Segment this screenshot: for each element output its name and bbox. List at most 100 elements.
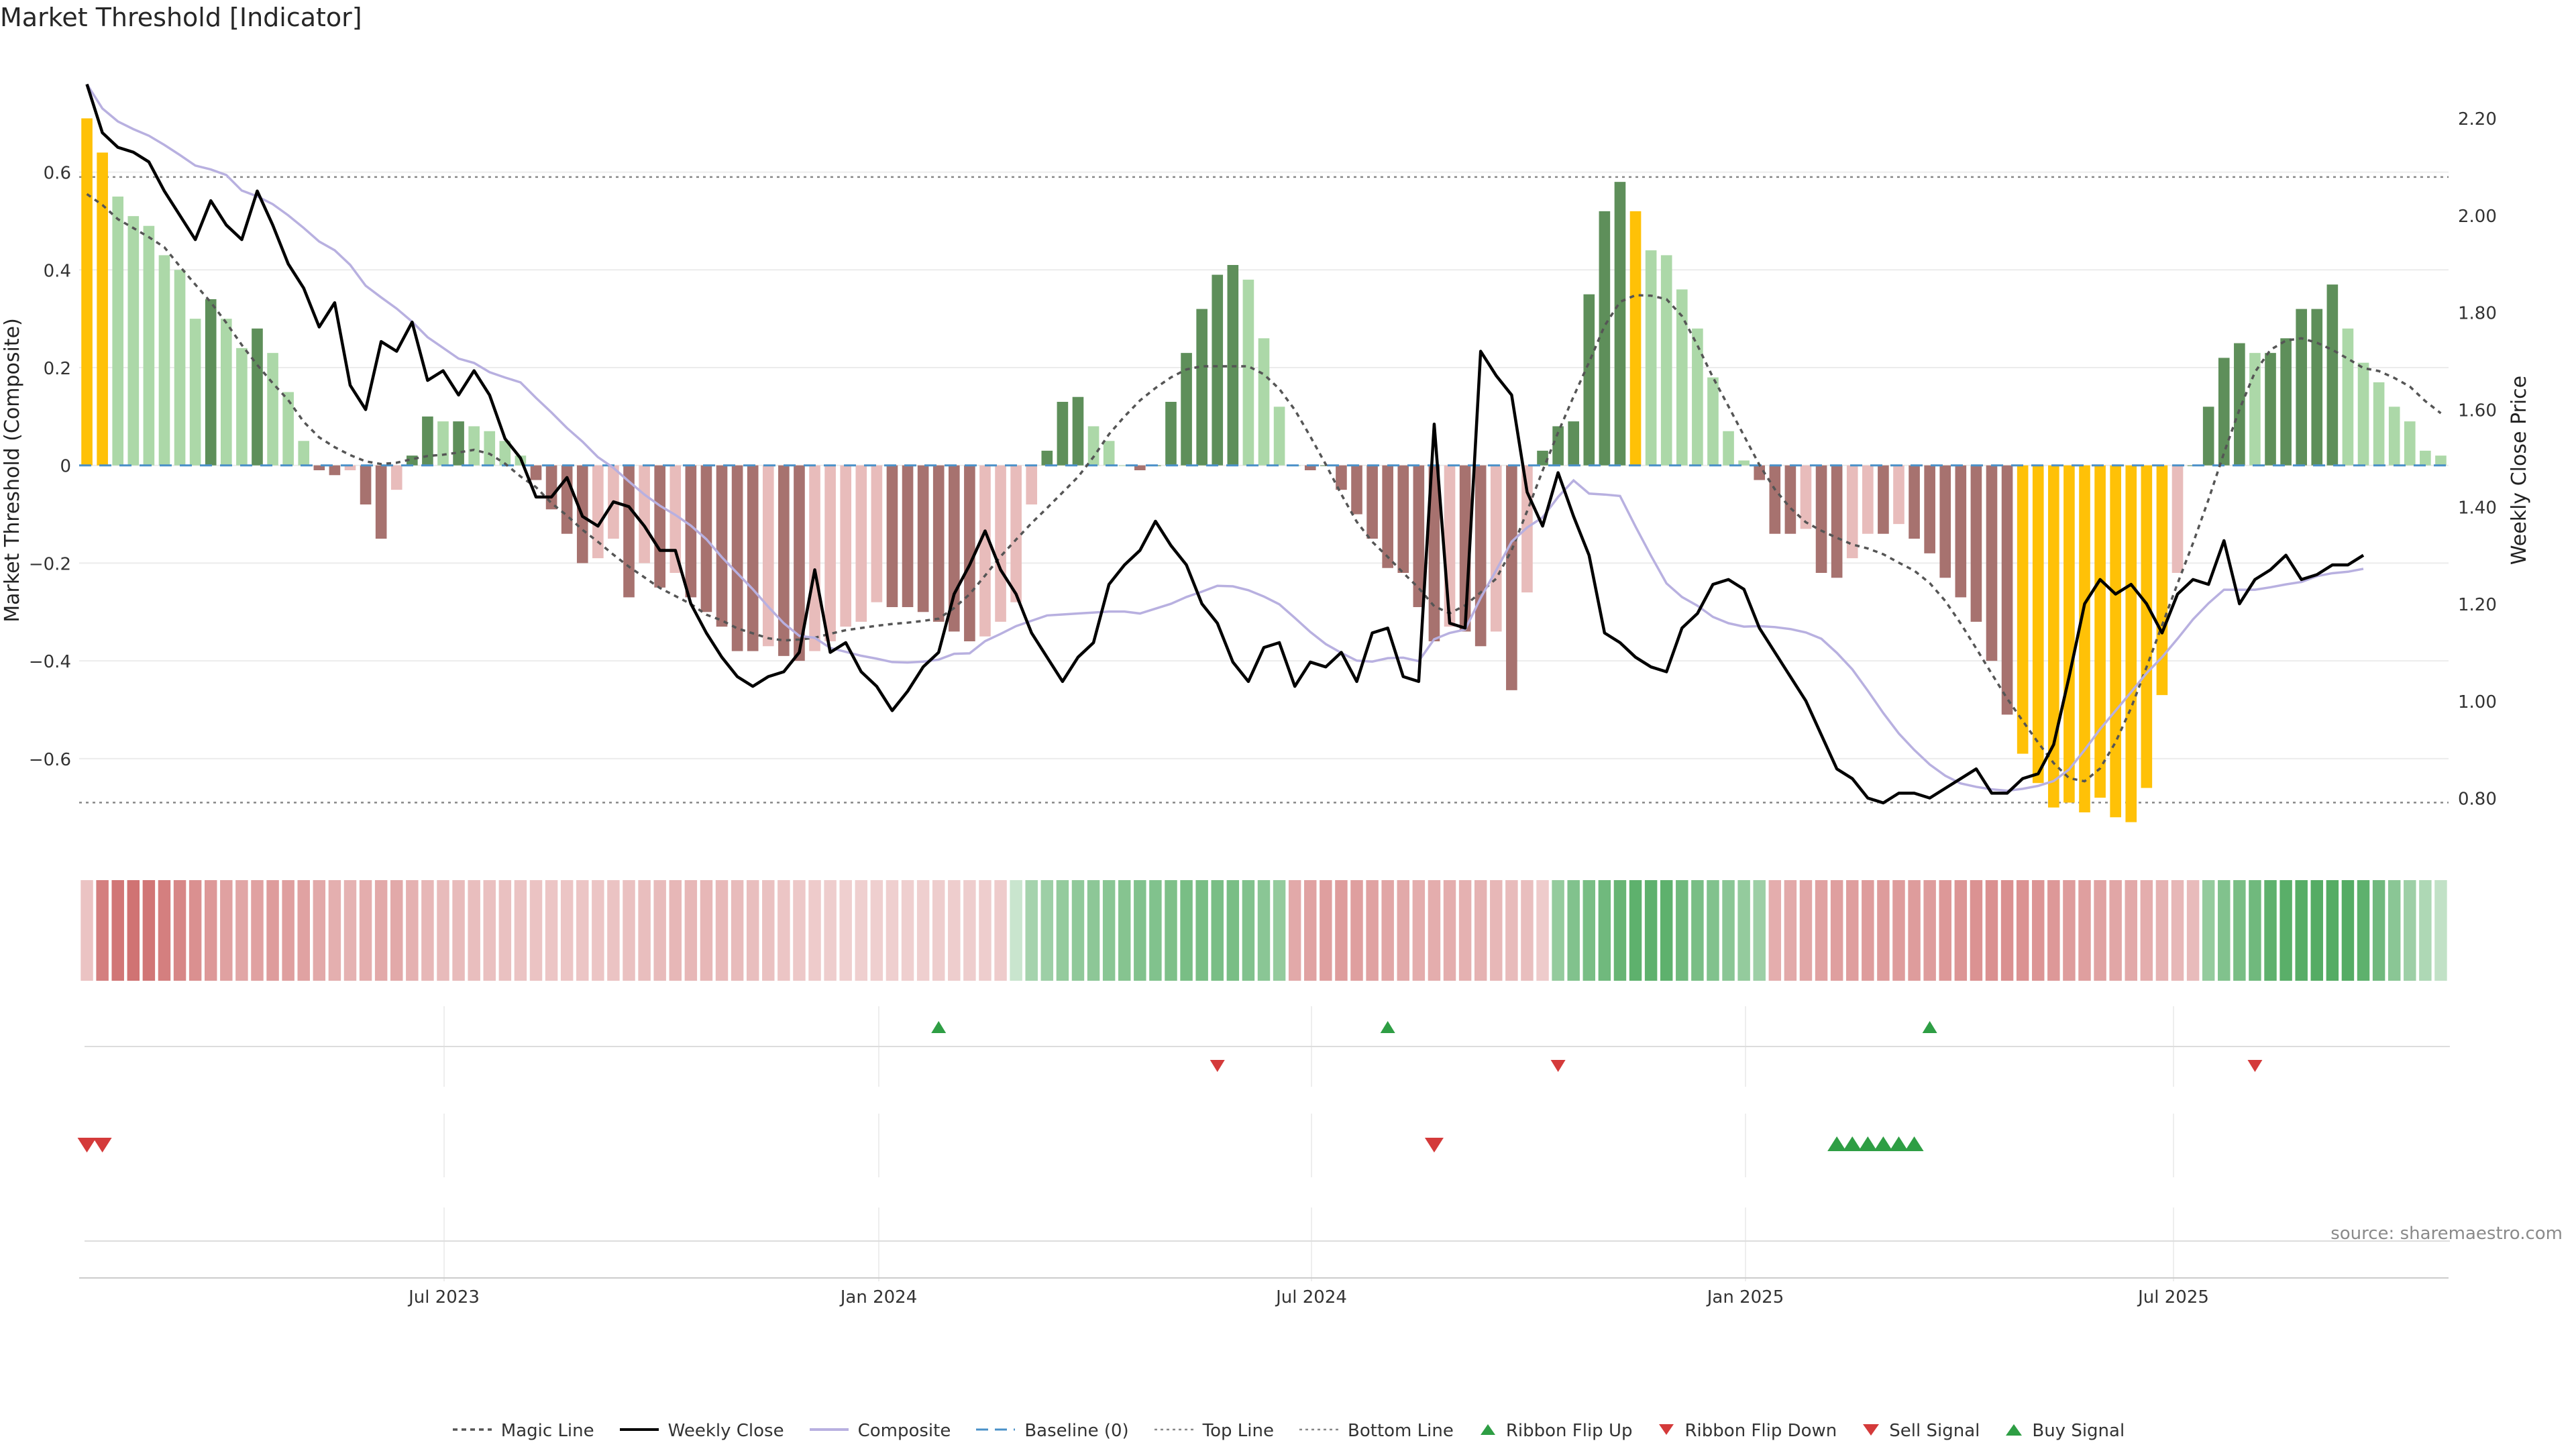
ribbon-cell [2094, 880, 2106, 981]
composite-bar [2326, 284, 2339, 466]
composite-bar [236, 347, 248, 466]
ribbon-cell [1458, 880, 1472, 981]
composite-bar [1629, 211, 1642, 466]
ribbon-cell [839, 880, 852, 981]
composite-bar [824, 465, 836, 641]
composite-bar [2017, 465, 2029, 754]
ribbon-cell [623, 880, 635, 981]
composite-bar [1676, 289, 1688, 466]
ribbon-cell [1335, 880, 1348, 981]
composite-bar [979, 465, 991, 637]
ribbon-cell [1582, 880, 1596, 981]
ribbon-cell [607, 880, 620, 981]
ribbon-cell [916, 880, 930, 981]
legend-symbol-buy [2004, 1421, 2024, 1441]
composite-bar [1444, 465, 1456, 627]
ribbon-cell [343, 880, 357, 981]
ribbon-cell [2372, 880, 2385, 981]
composite-bar [390, 465, 402, 490]
legend-item-sell: Sell Signal [1861, 1421, 1980, 1441]
composite-bar [2404, 421, 2416, 466]
ribbon-cell [576, 880, 589, 981]
y-tick-label: 0 [60, 457, 71, 477]
ribbon-cell [2404, 880, 2416, 981]
legend-label: Ribbon Flip Up [1505, 1421, 1633, 1441]
ribbon-cell [1397, 880, 1409, 981]
ribbon-cell [684, 880, 698, 981]
composite-bar [1862, 465, 1874, 534]
y-tick-label: −0.2 [29, 554, 71, 574]
composite-bar [252, 328, 263, 466]
composite-bar [561, 465, 573, 534]
ribbon-cell [1845, 880, 1859, 981]
composite-bar [1428, 465, 1440, 641]
ribbon-cell [870, 880, 883, 981]
ribbon-cell [762, 880, 775, 981]
composite-bar [1723, 431, 1734, 466]
composite-bar [1506, 465, 1517, 690]
composite-bar [220, 319, 232, 466]
ribbon-cell [2047, 880, 2060, 981]
ribbon-cell [1862, 880, 1874, 981]
ribbon-cell [1010, 880, 1022, 981]
ribbon-cell [235, 880, 248, 981]
y2-tick-label: 1.80 [2458, 304, 2497, 324]
ribbon-cell [1428, 880, 1441, 981]
composite-bar [2094, 465, 2106, 798]
composite-bar [2202, 407, 2214, 466]
ribbon-flip-down-marker [2247, 1060, 2263, 1072]
composite-bar [1800, 465, 1812, 529]
ribbon-cell [1877, 880, 1890, 981]
composite-bar [81, 118, 93, 466]
composite-bar [995, 465, 1006, 622]
composite-bar [778, 465, 790, 656]
composite-bar [1242, 279, 1254, 466]
ribbon-cell [1118, 880, 1131, 981]
ribbon-cell [111, 880, 124, 981]
legend-item-magic: Magic Line [451, 1421, 594, 1441]
composite-bar [2079, 465, 2090, 812]
buy-signal-marker [1827, 1136, 1847, 1151]
composite-bar [530, 465, 542, 480]
legend-symbol-flipdown [1656, 1421, 1676, 1441]
ribbon-cell [297, 880, 310, 981]
ribbon-cell [1273, 880, 1286, 981]
ribbon-cell [1195, 880, 1208, 981]
ribbon-cell [1071, 880, 1085, 981]
ribbon-cell [1954, 880, 1968, 981]
composite-bar [205, 299, 217, 466]
ribbon-cell [1691, 880, 1704, 981]
composite-bar [484, 431, 496, 466]
composite-bar [313, 465, 325, 470]
ribbon-cell [1753, 880, 1766, 981]
ribbon-cell [824, 880, 837, 981]
buy-signal-marker [1889, 1136, 1909, 1151]
composite-bar [1738, 460, 1750, 466]
ribbon-cell [2186, 880, 2200, 981]
ribbon-cell [266, 880, 279, 981]
composite-bar [1645, 250, 1657, 466]
ribbon-cell [1830, 880, 1843, 981]
composite-bar [499, 441, 511, 466]
ribbon-cell [1412, 880, 1426, 981]
composite-bar [1041, 450, 1053, 466]
composite-bar [1413, 465, 1425, 607]
legend-label: Magic Line [500, 1421, 594, 1441]
composite-bar [2342, 328, 2354, 466]
ribbon-cell [2310, 880, 2324, 981]
ribbon-cell [2125, 880, 2137, 981]
composite-bar [685, 465, 697, 598]
ribbon-cell [204, 880, 217, 981]
ribbon-cell [1676, 880, 1688, 981]
legend-symbol-baseline [975, 1421, 1016, 1441]
ribbon-cell [1644, 880, 1658, 981]
composite-bar [1474, 465, 1487, 647]
ribbon-cell [2279, 880, 2292, 981]
y-tick-label: 0.2 [44, 359, 71, 379]
composite-bar [1181, 353, 1192, 466]
composite-bar [639, 465, 650, 564]
legend-symbol-sell [1861, 1421, 1881, 1441]
composite-bar [1336, 465, 1347, 490]
legend-symbol-magic [451, 1421, 493, 1441]
composite-bar [1970, 465, 1982, 622]
